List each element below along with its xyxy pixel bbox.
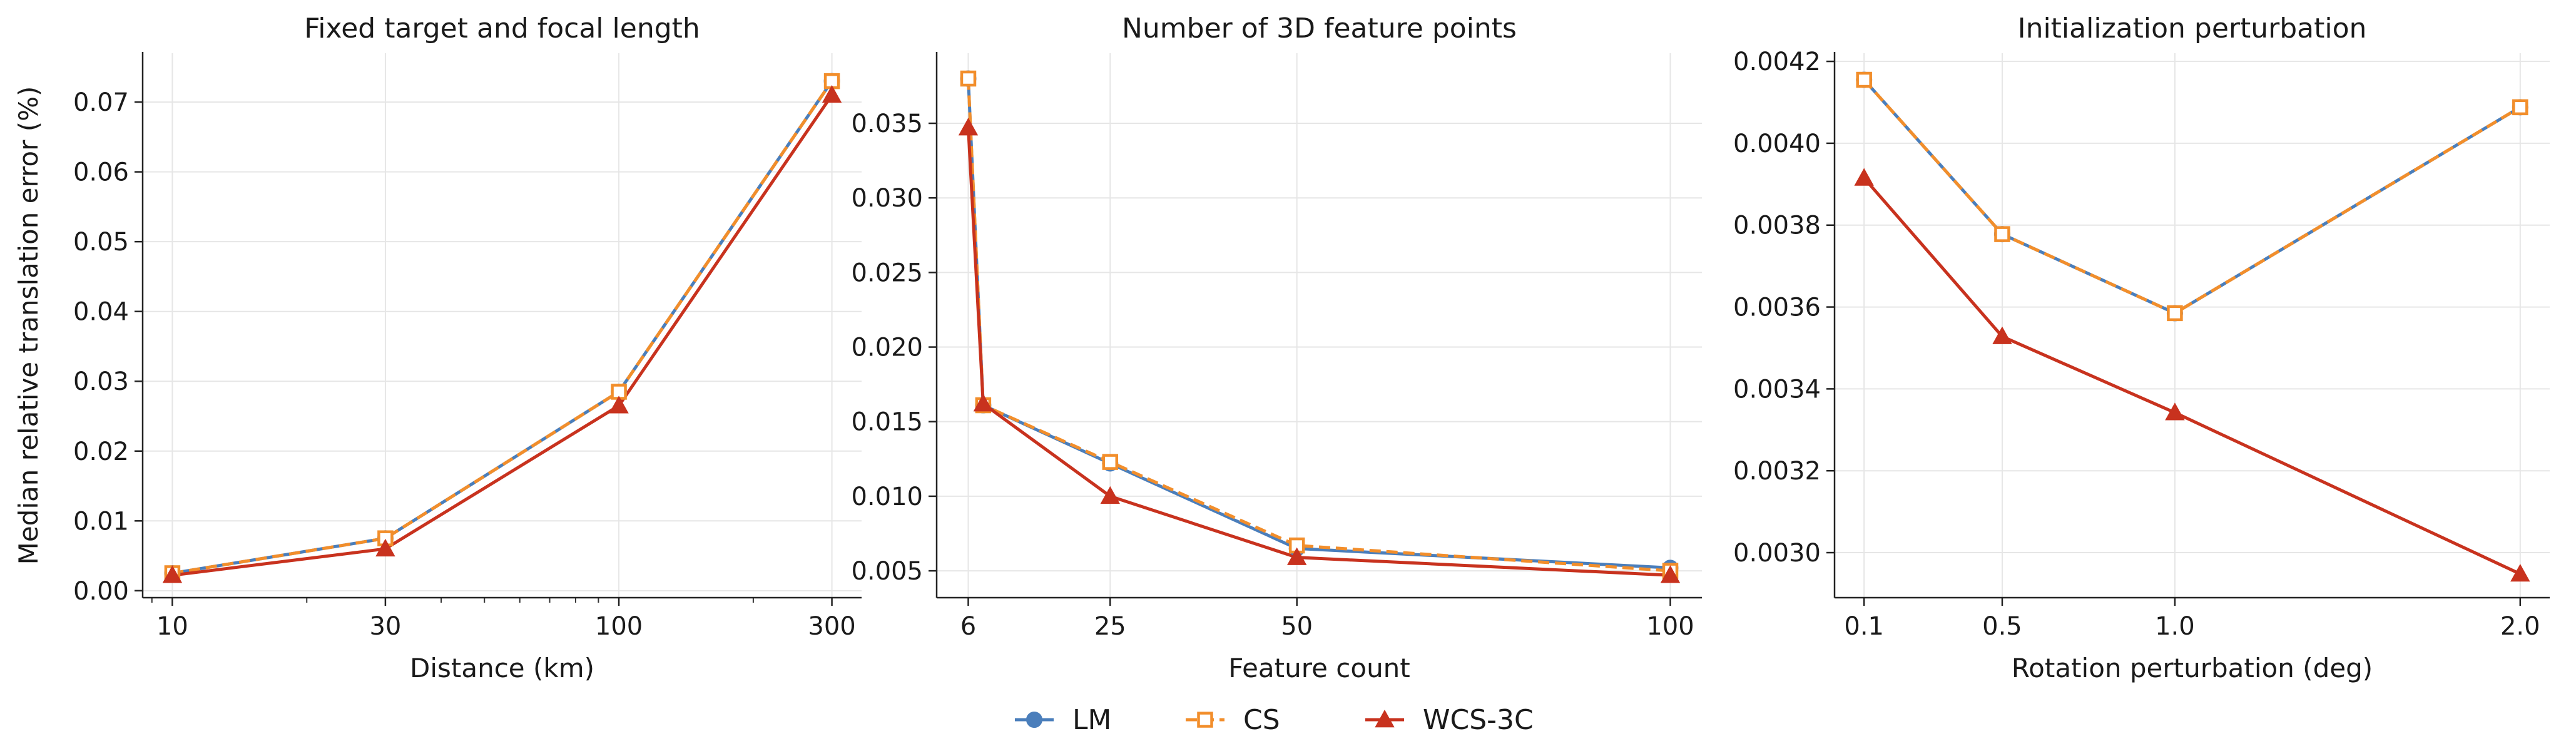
- data-point-wcs-3c: [1660, 565, 1681, 583]
- data-point-wcs-3c: [609, 396, 629, 414]
- x-tick-label: 6: [960, 612, 976, 641]
- y-axis-label: Median relative translation error (%): [13, 86, 44, 565]
- chart-title: Number of 3D feature points: [1122, 13, 1517, 44]
- data-point-wcs-3c: [973, 394, 994, 412]
- y-tick-label: 0.00: [73, 577, 129, 606]
- y-tick-label: 0.0030: [1733, 539, 1821, 568]
- data-point-wcs-3c: [2165, 402, 2185, 421]
- y-tick-label: 0.02: [73, 437, 129, 466]
- x-tick-label: 100: [595, 612, 643, 641]
- legend-label: WCS-3C: [1423, 704, 1534, 736]
- legend-label: CS: [1243, 704, 1280, 736]
- legend-label: LM: [1072, 704, 1111, 736]
- chart-panels: 10 30 100 300 0.00 0.01 0.02 0.03 0.04 0.05 0.06 0.…: [13, 13, 2550, 683]
- y-tick-label: 0.010: [851, 483, 923, 511]
- x-tick-label: 100: [1646, 612, 1694, 641]
- y-tick-label: 0.020: [851, 334, 923, 362]
- y-tick-label: 0.05: [73, 228, 129, 257]
- legend-item-cs: CS: [1186, 704, 1280, 736]
- series-line-wcs-3c: [966, 128, 1671, 577]
- data-point-wcs-3c: [1992, 326, 2012, 344]
- chart-panel-1: 10 30 100 300 0.00 0.01 0.02 0.03 0.04 0.05 0.06 0.…: [13, 13, 862, 683]
- data-point-wcs-3c: [1854, 168, 1874, 186]
- series-line-lm: [966, 78, 1671, 570]
- x-tick-label: 0.5: [1982, 612, 2022, 641]
- y-tick-label: 0.0038: [1733, 212, 1821, 240]
- y-tick-label: 0.0036: [1733, 294, 1821, 322]
- data-point-wcs-3c: [375, 538, 395, 557]
- legend-item-wcs-3c: WCS-3C: [1365, 704, 1534, 736]
- x-axis-label: Rotation perturbation (deg): [2012, 653, 2373, 683]
- x-axis-label: Feature count: [1228, 653, 1410, 683]
- chart-panel-3: 0.1 0.5 1.0 2.0 0.0030 0.0032 0.0034 0.0036 0.00…: [1733, 13, 2550, 683]
- series-line-cs: [172, 80, 833, 575]
- x-tick-label: 0.1: [1844, 612, 1884, 641]
- legend-swatch-marker: [1026, 712, 1042, 728]
- y-tick-label: 0.0032: [1733, 457, 1821, 486]
- y-tick-label: 0.025: [851, 258, 923, 287]
- data-point-cs: [2512, 99, 2528, 116]
- data-point-cs: [1102, 454, 1119, 470]
- data-point-wcs-3c: [1100, 486, 1120, 504]
- legend-swatch-marker: [1197, 712, 1213, 728]
- chart-title: Initialization perturbation: [2018, 13, 2367, 44]
- series-line-cs: [966, 78, 1671, 573]
- y-tick-label: 0.03: [73, 367, 129, 396]
- y-tick-label: 0.0040: [1733, 130, 1821, 158]
- data-point-cs: [1994, 226, 2010, 242]
- series-line-lm: [172, 80, 833, 575]
- legend: LM CS WCS-3C: [1015, 704, 1534, 736]
- x-tick-label: 25: [1094, 612, 1126, 641]
- data-point-wcs-3c: [2510, 564, 2530, 582]
- legend-item-lm: LM: [1015, 704, 1111, 736]
- x-axis-label: Distance (km): [410, 653, 594, 683]
- legend-swatch-marker: [1375, 709, 1395, 728]
- series-line-wcs-3c: [1863, 176, 2521, 576]
- data-point-cs: [1856, 71, 1872, 88]
- y-tick-label: 0.07: [73, 88, 129, 117]
- x-tick-label: 2.0: [2500, 612, 2540, 641]
- y-tick-label: 0.0042: [1733, 48, 1821, 76]
- x-tick-label: 10: [156, 612, 188, 641]
- x-tick-label: 300: [808, 612, 855, 641]
- y-tick-label: 0.04: [73, 298, 129, 327]
- y-tick-label: 0.01: [73, 507, 129, 536]
- y-tick-label: 0.015: [851, 408, 923, 437]
- data-point-wcs-3c: [162, 565, 183, 583]
- y-tick-label: 0.005: [851, 557, 923, 586]
- series-line-cs: [1863, 78, 2522, 315]
- y-tick-label: 0.0034: [1733, 375, 1821, 404]
- data-point-cs: [960, 70, 977, 87]
- x-tick-label: 1.0: [2155, 612, 2195, 641]
- x-tick-label: 50: [1281, 612, 1313, 641]
- y-tick-label: 0.06: [73, 158, 129, 187]
- data-point-cs: [2167, 305, 2183, 322]
- series-line-wcs-3c: [172, 94, 833, 577]
- y-tick-label: 0.035: [851, 110, 923, 138]
- data-point-wcs-3c: [1286, 547, 1307, 565]
- x-tick-label: 30: [369, 612, 401, 641]
- chart-title: Fixed target and focal length: [304, 13, 700, 44]
- y-tick-label: 0.030: [851, 184, 923, 213]
- chart-panel-2: 6 25 50 100 0.005 0.010 0.015 0.020 0.025 0.030 0.…: [851, 13, 1702, 683]
- data-point-wcs-3c: [822, 84, 842, 103]
- series-line-lm: [1863, 78, 2522, 315]
- data-point-wcs-3c: [958, 118, 979, 136]
